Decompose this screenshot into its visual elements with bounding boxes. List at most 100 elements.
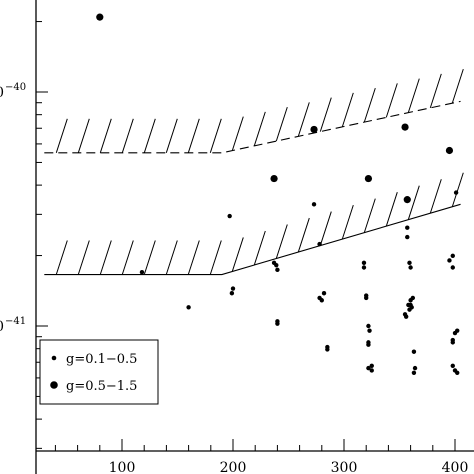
hatch-mark — [77, 240, 90, 275]
hatch-mark — [341, 92, 354, 128]
small-data-point — [367, 328, 372, 333]
hatch-mark — [319, 211, 332, 246]
small-data-point — [364, 295, 369, 301]
hatch-mark — [187, 118, 200, 153]
hatch-mark — [429, 73, 442, 109]
hatch-mark — [253, 230, 266, 266]
hatch-mark — [99, 118, 112, 153]
small-data-point — [450, 265, 455, 270]
hatch-mark — [165, 240, 178, 275]
x-tick-label: 300 — [331, 460, 358, 474]
large-data-point — [401, 123, 409, 131]
hatch-mark — [55, 118, 68, 153]
hatch-mark — [231, 116, 244, 151]
y-tick-label: 0 — [0, 319, 4, 335]
legend-marker — [50, 381, 58, 389]
small-data-point — [321, 291, 327, 296]
small-data-point — [361, 265, 367, 270]
large-data-point — [403, 196, 411, 204]
hatch-mark — [451, 68, 464, 104]
hatch-mark — [165, 118, 178, 153]
small-data-point — [275, 267, 280, 273]
y-tick-label: 0 — [0, 85, 4, 101]
small-data-point — [366, 342, 371, 347]
small-data-point — [325, 347, 330, 352]
small-data-point — [455, 328, 460, 333]
hatch-mark — [275, 106, 288, 142]
axis-ticks: 1002003004000−400−41 — [0, 21, 468, 474]
hatch-mark — [429, 179, 442, 214]
hatch-mark — [363, 87, 376, 123]
large-data-point — [270, 174, 278, 183]
solid-limit-curve — [44, 203, 461, 276]
small-data-point — [450, 253, 455, 258]
hatch-mark — [121, 240, 134, 275]
small-data-point — [410, 295, 416, 301]
small-data-point — [450, 340, 455, 345]
large-data-point — [310, 125, 318, 134]
legend-label: g=0.1−0.5 — [66, 352, 137, 367]
small-data-point — [447, 258, 452, 263]
y-tick-exponent: −41 — [5, 316, 26, 327]
large-data-point — [96, 13, 104, 21]
small-data-point — [361, 260, 367, 266]
small-data-point — [411, 370, 417, 375]
small-data-point — [369, 368, 374, 373]
small-data-point — [317, 241, 322, 247]
small-data-point — [227, 213, 232, 219]
legend: g=0.1−0.5 g=0.5−1.5 — [39, 339, 159, 405]
legend-label: g=0.5−1.5 — [66, 379, 137, 394]
small-data-point — [409, 305, 414, 310]
large-data-point — [364, 174, 373, 183]
y-tick-exponent: −40 — [5, 82, 26, 93]
small-data-point — [407, 260, 412, 266]
small-data-point — [319, 298, 324, 303]
x-tick-label: 100 — [109, 460, 136, 474]
hatch-mark — [319, 97, 332, 132]
hatch-mark — [385, 83, 398, 118]
hatch-mark — [297, 217, 310, 253]
small-data-point — [405, 225, 410, 230]
small-data-point — [139, 269, 145, 275]
hatch-mark — [187, 240, 200, 275]
hatch-mark — [341, 204, 354, 240]
hatch-mark — [451, 172, 464, 207]
data-points — [96, 13, 460, 375]
hatch-mark — [209, 240, 222, 275]
small-data-point — [186, 305, 191, 310]
limit-curves — [44, 68, 464, 276]
large-data-point — [445, 146, 454, 155]
small-data-point — [411, 349, 417, 354]
hatch-mark — [143, 240, 156, 275]
dashed-limit-curve — [44, 100, 461, 154]
hatch-mark — [55, 240, 68, 275]
hatch-mark — [77, 118, 90, 153]
small-data-point — [366, 323, 371, 329]
hatch-mark — [253, 111, 266, 147]
hatch-mark — [407, 78, 420, 113]
small-data-point — [311, 202, 317, 207]
small-data-point — [405, 234, 410, 240]
small-data-point — [412, 365, 418, 371]
hatch-mark — [275, 224, 288, 259]
small-data-point — [450, 363, 455, 368]
hatch-mark — [143, 118, 156, 153]
hatch-mark — [385, 192, 398, 227]
small-data-point — [403, 314, 409, 319]
hatch-mark — [407, 185, 420, 220]
small-data-point — [369, 363, 374, 368]
small-data-point — [408, 265, 413, 270]
legend-box — [39, 339, 159, 405]
hatch-mark — [121, 118, 134, 153]
small-data-point — [275, 321, 280, 326]
small-data-point — [366, 365, 371, 371]
small-data-point — [455, 370, 460, 375]
small-data-point — [229, 291, 235, 296]
hatch-mark — [363, 198, 376, 233]
hatch-mark — [231, 237, 244, 272]
hatch-mark — [99, 240, 112, 275]
legend-marker — [51, 355, 57, 361]
small-data-point — [230, 286, 236, 291]
hatch-mark — [297, 102, 310, 137]
